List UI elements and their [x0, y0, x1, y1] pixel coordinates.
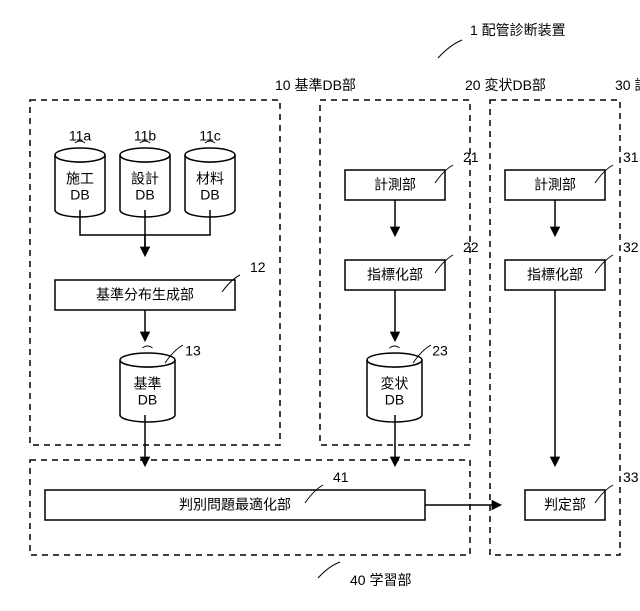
node-n22: 指標化部 22 — [345, 239, 479, 290]
node-n32: 指標化部 32 — [505, 239, 639, 290]
node-label-n11b-1: 設計 — [131, 170, 159, 186]
node-num-n22: 22 — [463, 239, 479, 255]
node-label-n22: 指標化部 — [367, 267, 423, 283]
node-num-n41: 41 — [333, 469, 349, 485]
node-n11b: 設計DB11b — [120, 128, 170, 217]
node-n23: 変状DB 23 — [367, 343, 448, 422]
node-label-n11a-2: DB — [70, 186, 89, 202]
node-n41: 判別問題最適化部 41 — [45, 469, 425, 520]
group-label-g40: 40 学習部 — [350, 572, 411, 588]
node-label-n11b-2: DB — [135, 186, 154, 202]
node-num-n21: 21 — [463, 149, 479, 165]
leader-10 — [318, 562, 340, 578]
node-label-n12: 基準分布生成部 — [96, 287, 194, 303]
node-num-n23: 23 — [432, 343, 448, 359]
node-label-n13-2: DB — [138, 391, 157, 407]
node-n33: 判定部 33 — [525, 469, 639, 520]
node-label-n21: 計測部 — [374, 177, 416, 193]
node-label-n23-2: DB — [385, 391, 404, 407]
node-label-n23-1: 変状 — [381, 375, 409, 391]
group-label-g20: 20 変状DB部 — [465, 77, 546, 93]
node-label-n11c-1: 材料 — [196, 170, 224, 186]
node-num-n33: 33 — [623, 469, 639, 485]
group-label-g30: 30 診断部 — [615, 77, 640, 93]
node-n21: 計測部 21 — [345, 149, 479, 200]
leader-0 — [438, 40, 462, 58]
diagram-title: 1 配管診断装置 — [470, 22, 566, 38]
node-num-n12: 12 — [250, 259, 266, 275]
node-n11c: 材料DB11c — [185, 128, 235, 217]
node-label-n11c-2: DB — [200, 186, 219, 202]
node-label-n13-1: 基準 — [134, 375, 162, 391]
node-n12: 基準分布生成部 12 — [55, 259, 266, 310]
node-label-n11a-1: 施工 — [66, 170, 94, 186]
node-label-n33: 判定部 — [544, 497, 586, 513]
node-num-n32: 32 — [623, 239, 639, 255]
node-num-n13: 13 — [185, 343, 201, 359]
group-label-g10: 10 基準DB部 — [275, 77, 356, 93]
node-n13: 基準DB 13 — [120, 343, 201, 422]
node-label-n41: 判別問題最適化部 — [179, 497, 291, 513]
node-n31: 計測部 31 — [505, 149, 639, 200]
node-num-n31: 31 — [623, 149, 639, 165]
node-label-n31: 計測部 — [534, 177, 576, 193]
node-label-n32: 指標化部 — [527, 267, 583, 283]
node-n11a: 施工DB11a — [55, 128, 105, 217]
